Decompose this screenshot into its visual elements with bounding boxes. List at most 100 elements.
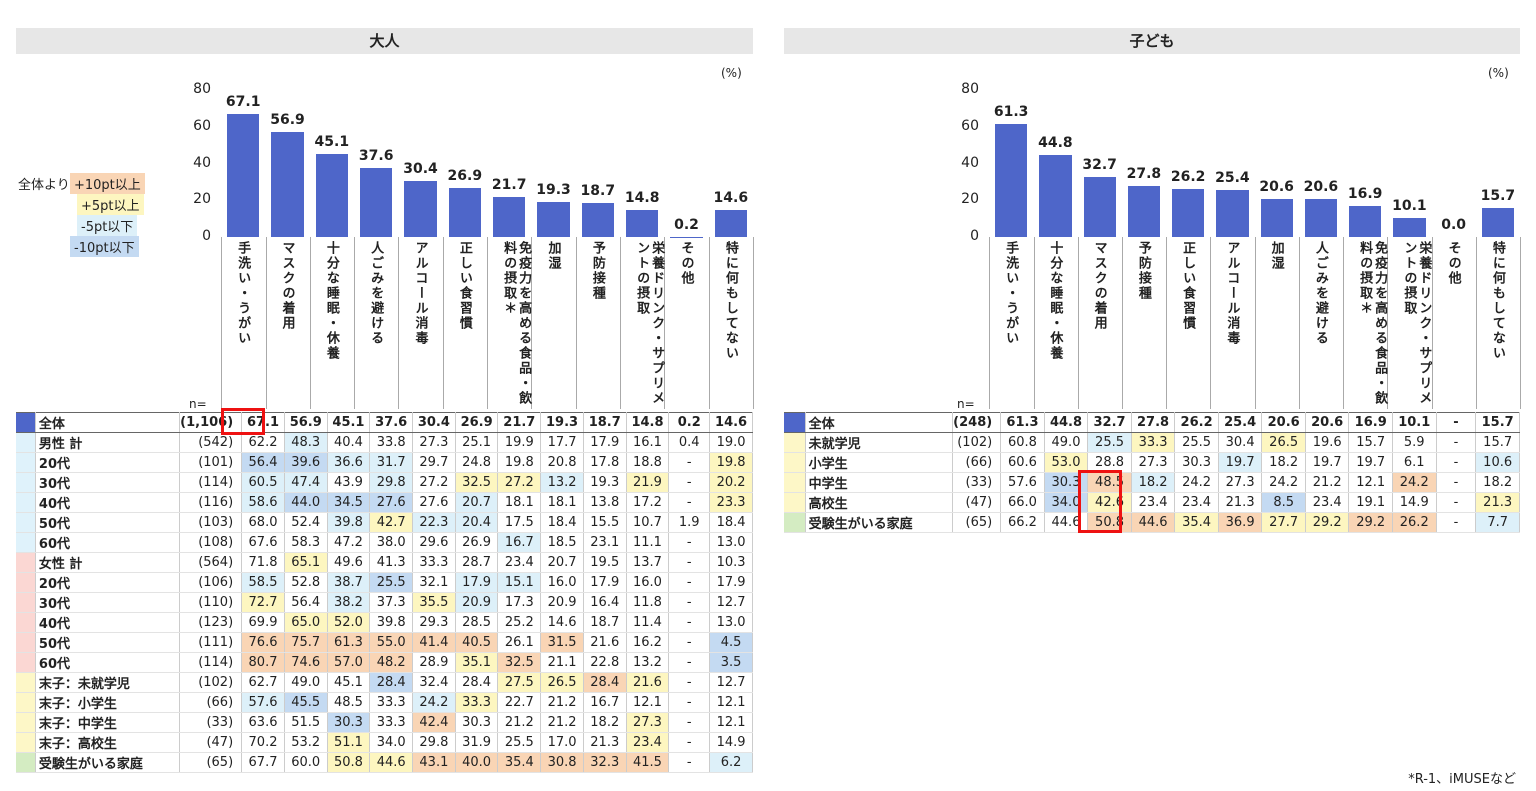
- table-cell: -: [1436, 432, 1477, 453]
- table-row: 50代 (103) 68.0 52.4 39.8 42.7 22.3 20.4 17.5 18.4…: [16, 512, 753, 533]
- category-column: [487, 237, 533, 409]
- table-cell: 11.8: [626, 592, 670, 613]
- legend-item: +5pt以上: [77, 194, 144, 215]
- bar: [1260, 199, 1293, 237]
- table-row: 小学生 (66) 60.6 53.0 28.8 27.3 30.3 19.7 18.2 19.7 1…: [784, 452, 1520, 473]
- table-cell: -: [668, 632, 711, 653]
- table-cell: 10.3: [709, 552, 753, 573]
- unit-label: (%): [1488, 66, 1509, 80]
- category-label: 人ごみを避ける: [1312, 241, 1328, 346]
- table-row: 全体 (1,106) 67.1 56.9 45.1 37.6 30.4 26.9 21.7 19.…: [16, 412, 753, 433]
- row-n: (101): [179, 452, 243, 473]
- table-cell: 18.7: [583, 412, 627, 433]
- category-column: [1343, 237, 1389, 409]
- table-cell: 17.9: [455, 572, 499, 593]
- table-cell: 42.7: [369, 512, 414, 533]
- row-label: 30代: [35, 592, 181, 613]
- table-cell: 14.6: [709, 412, 753, 433]
- category-label: 加湿: [1268, 241, 1284, 271]
- table-cell: 58.3: [284, 532, 328, 553]
- table-cell: 32.4: [412, 672, 456, 693]
- data-label: 21.7: [491, 177, 527, 194]
- table-cell: 19.7: [1218, 452, 1263, 473]
- data-label: 67.1: [225, 93, 261, 110]
- table-cell: 34.0: [1044, 492, 1089, 513]
- table-cell: 39.6: [284, 452, 328, 473]
- category-column: [1122, 237, 1167, 409]
- table-cell: 18.2: [1475, 472, 1520, 493]
- table-cell: 56.9: [284, 412, 328, 433]
- table-cell: 57.6: [241, 692, 285, 713]
- table-cell: 26.5: [1261, 432, 1306, 453]
- table-cell: 38.2: [327, 592, 371, 613]
- table-cell: 13.2: [626, 652, 670, 673]
- table-cell: 32.7: [1087, 412, 1132, 433]
- data-label: 20.6: [1303, 179, 1339, 196]
- table-cell: 49.0: [284, 672, 328, 693]
- row-n: (102): [179, 672, 243, 693]
- row-n: (66): [952, 452, 1002, 473]
- table-cell: 23.4: [1131, 492, 1176, 513]
- y-tick-label: 20: [193, 191, 211, 208]
- table-cell: -: [668, 592, 711, 613]
- category-column: [1166, 237, 1212, 409]
- table-cell: 19.3: [583, 472, 627, 493]
- table-cell: 25.5: [497, 732, 542, 753]
- table-cell: -: [668, 612, 711, 633]
- table-cell: 66.2: [1000, 512, 1045, 533]
- row-label: 中学生: [805, 472, 954, 493]
- table-cell: 1.9: [668, 512, 711, 533]
- category-label: 免疫力を高める食品・飲料の摂取＊: [501, 241, 532, 406]
- data-label: 30.4: [403, 161, 438, 178]
- table-cell: -: [668, 552, 711, 573]
- row-group-color: [16, 612, 36, 633]
- table-row: 50代 (111) 76.6 75.7 61.3 55.0 41.4 40.5 26.1 31.5…: [16, 632, 753, 653]
- table-cell: 51.5: [284, 712, 328, 733]
- table-cell: 28.4: [583, 672, 627, 693]
- table-cell: -: [668, 712, 711, 733]
- data-label: 19.3: [536, 181, 571, 198]
- table-cell: 21.2: [497, 712, 542, 733]
- table-row: 60代 (108) 67.6 58.3 47.2 38.0 29.6 26.9 16.7 18.5…: [16, 532, 753, 553]
- row-group-color: [16, 572, 36, 593]
- table-cell: 26.9: [455, 412, 499, 433]
- data-label: 56.9: [270, 112, 305, 129]
- table-cell: 23.1: [583, 532, 627, 553]
- table-cell: -: [1436, 452, 1477, 473]
- table-cell: 19.1: [1348, 492, 1393, 513]
- table-cell: 44.6: [1131, 512, 1176, 533]
- table-cell: 33.3: [412, 552, 456, 573]
- row-group-color: [16, 712, 36, 733]
- category-column: [221, 237, 268, 409]
- row-group-color: [16, 432, 36, 453]
- table-cell: 23.3: [709, 492, 753, 513]
- table-cell: 13.0: [709, 612, 753, 633]
- table-cell: 20.2: [709, 472, 753, 493]
- category-column: [443, 237, 488, 409]
- table-cell: 18.8: [626, 452, 670, 473]
- category-column: [1210, 237, 1256, 409]
- table-cell: 14.8: [626, 412, 670, 433]
- bar: [404, 181, 437, 237]
- category-label: 特に何もしてない: [1489, 241, 1505, 361]
- category-label: 予防接種: [1135, 241, 1151, 301]
- highlight-box: [1077, 470, 1122, 533]
- table-cell: 27.3: [1131, 452, 1176, 473]
- bar: [271, 132, 304, 237]
- data-label: 32.7: [1082, 156, 1117, 173]
- table-cell: 11.1: [626, 532, 670, 553]
- y-tick-label: 80: [961, 81, 979, 97]
- table-cell: 20.6: [1261, 412, 1306, 433]
- table-cell: 24.2: [1261, 472, 1306, 493]
- table-cell: 62.7: [241, 672, 285, 693]
- table-cell: 15.7: [1348, 432, 1393, 453]
- data-label: 20.6: [1259, 179, 1294, 196]
- table-cell: 22.7: [497, 692, 542, 713]
- table-cell: 53.2: [284, 732, 328, 753]
- category-column: [1432, 237, 1477, 409]
- table-cell: 45.5: [284, 692, 328, 713]
- table-cell: 35.5: [412, 592, 456, 613]
- bar: [1127, 185, 1160, 237]
- table-row: 20代 (106) 58.5 52.8 38.7 25.5 32.1 17.9 15.1 16.0…: [16, 572, 753, 593]
- category-column: [265, 237, 311, 409]
